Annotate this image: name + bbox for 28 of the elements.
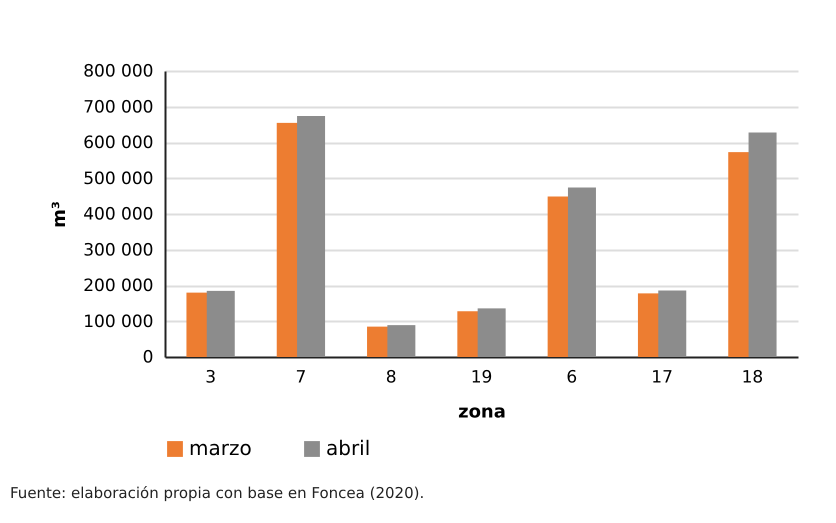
x-tick-label: 17 (651, 368, 673, 388)
y-tick-label: 800 000 (83, 62, 154, 82)
bar (748, 132, 777, 357)
x-tick-label: 19 (470, 368, 492, 388)
y-tick-label: 200 000 (83, 276, 154, 296)
y-tick-label: 300 000 (83, 240, 154, 260)
bar (658, 290, 686, 357)
x-axis-title: zona (458, 402, 506, 422)
x-tick-label: 3 (205, 368, 216, 388)
legend-label: abril (326, 436, 370, 460)
y-tick-label: 0 (142, 348, 154, 368)
bar (206, 290, 235, 357)
bar (387, 325, 416, 357)
y-tick-label: 600 000 (83, 133, 154, 153)
x-tick-label: 7 (295, 368, 306, 388)
bar (568, 188, 596, 357)
bar (478, 308, 506, 357)
y-tick-label: 700 000 (83, 97, 154, 118)
y-axis-title: m³ (49, 201, 70, 228)
x-tick-label: 6 (566, 368, 578, 388)
x-tick-label: 18 (742, 368, 764, 388)
y-tick-label: 500 000 (83, 168, 154, 189)
legend-label: marzo (189, 436, 252, 460)
x-tick-label: 8 (386, 368, 397, 388)
source-note: Fuente: elaboración propia con base en Foncea (2020). (10, 484, 424, 502)
bar (297, 116, 326, 357)
y-tick-label: 100 000 (83, 312, 154, 332)
y-tick-label: 400 000 (83, 204, 154, 224)
